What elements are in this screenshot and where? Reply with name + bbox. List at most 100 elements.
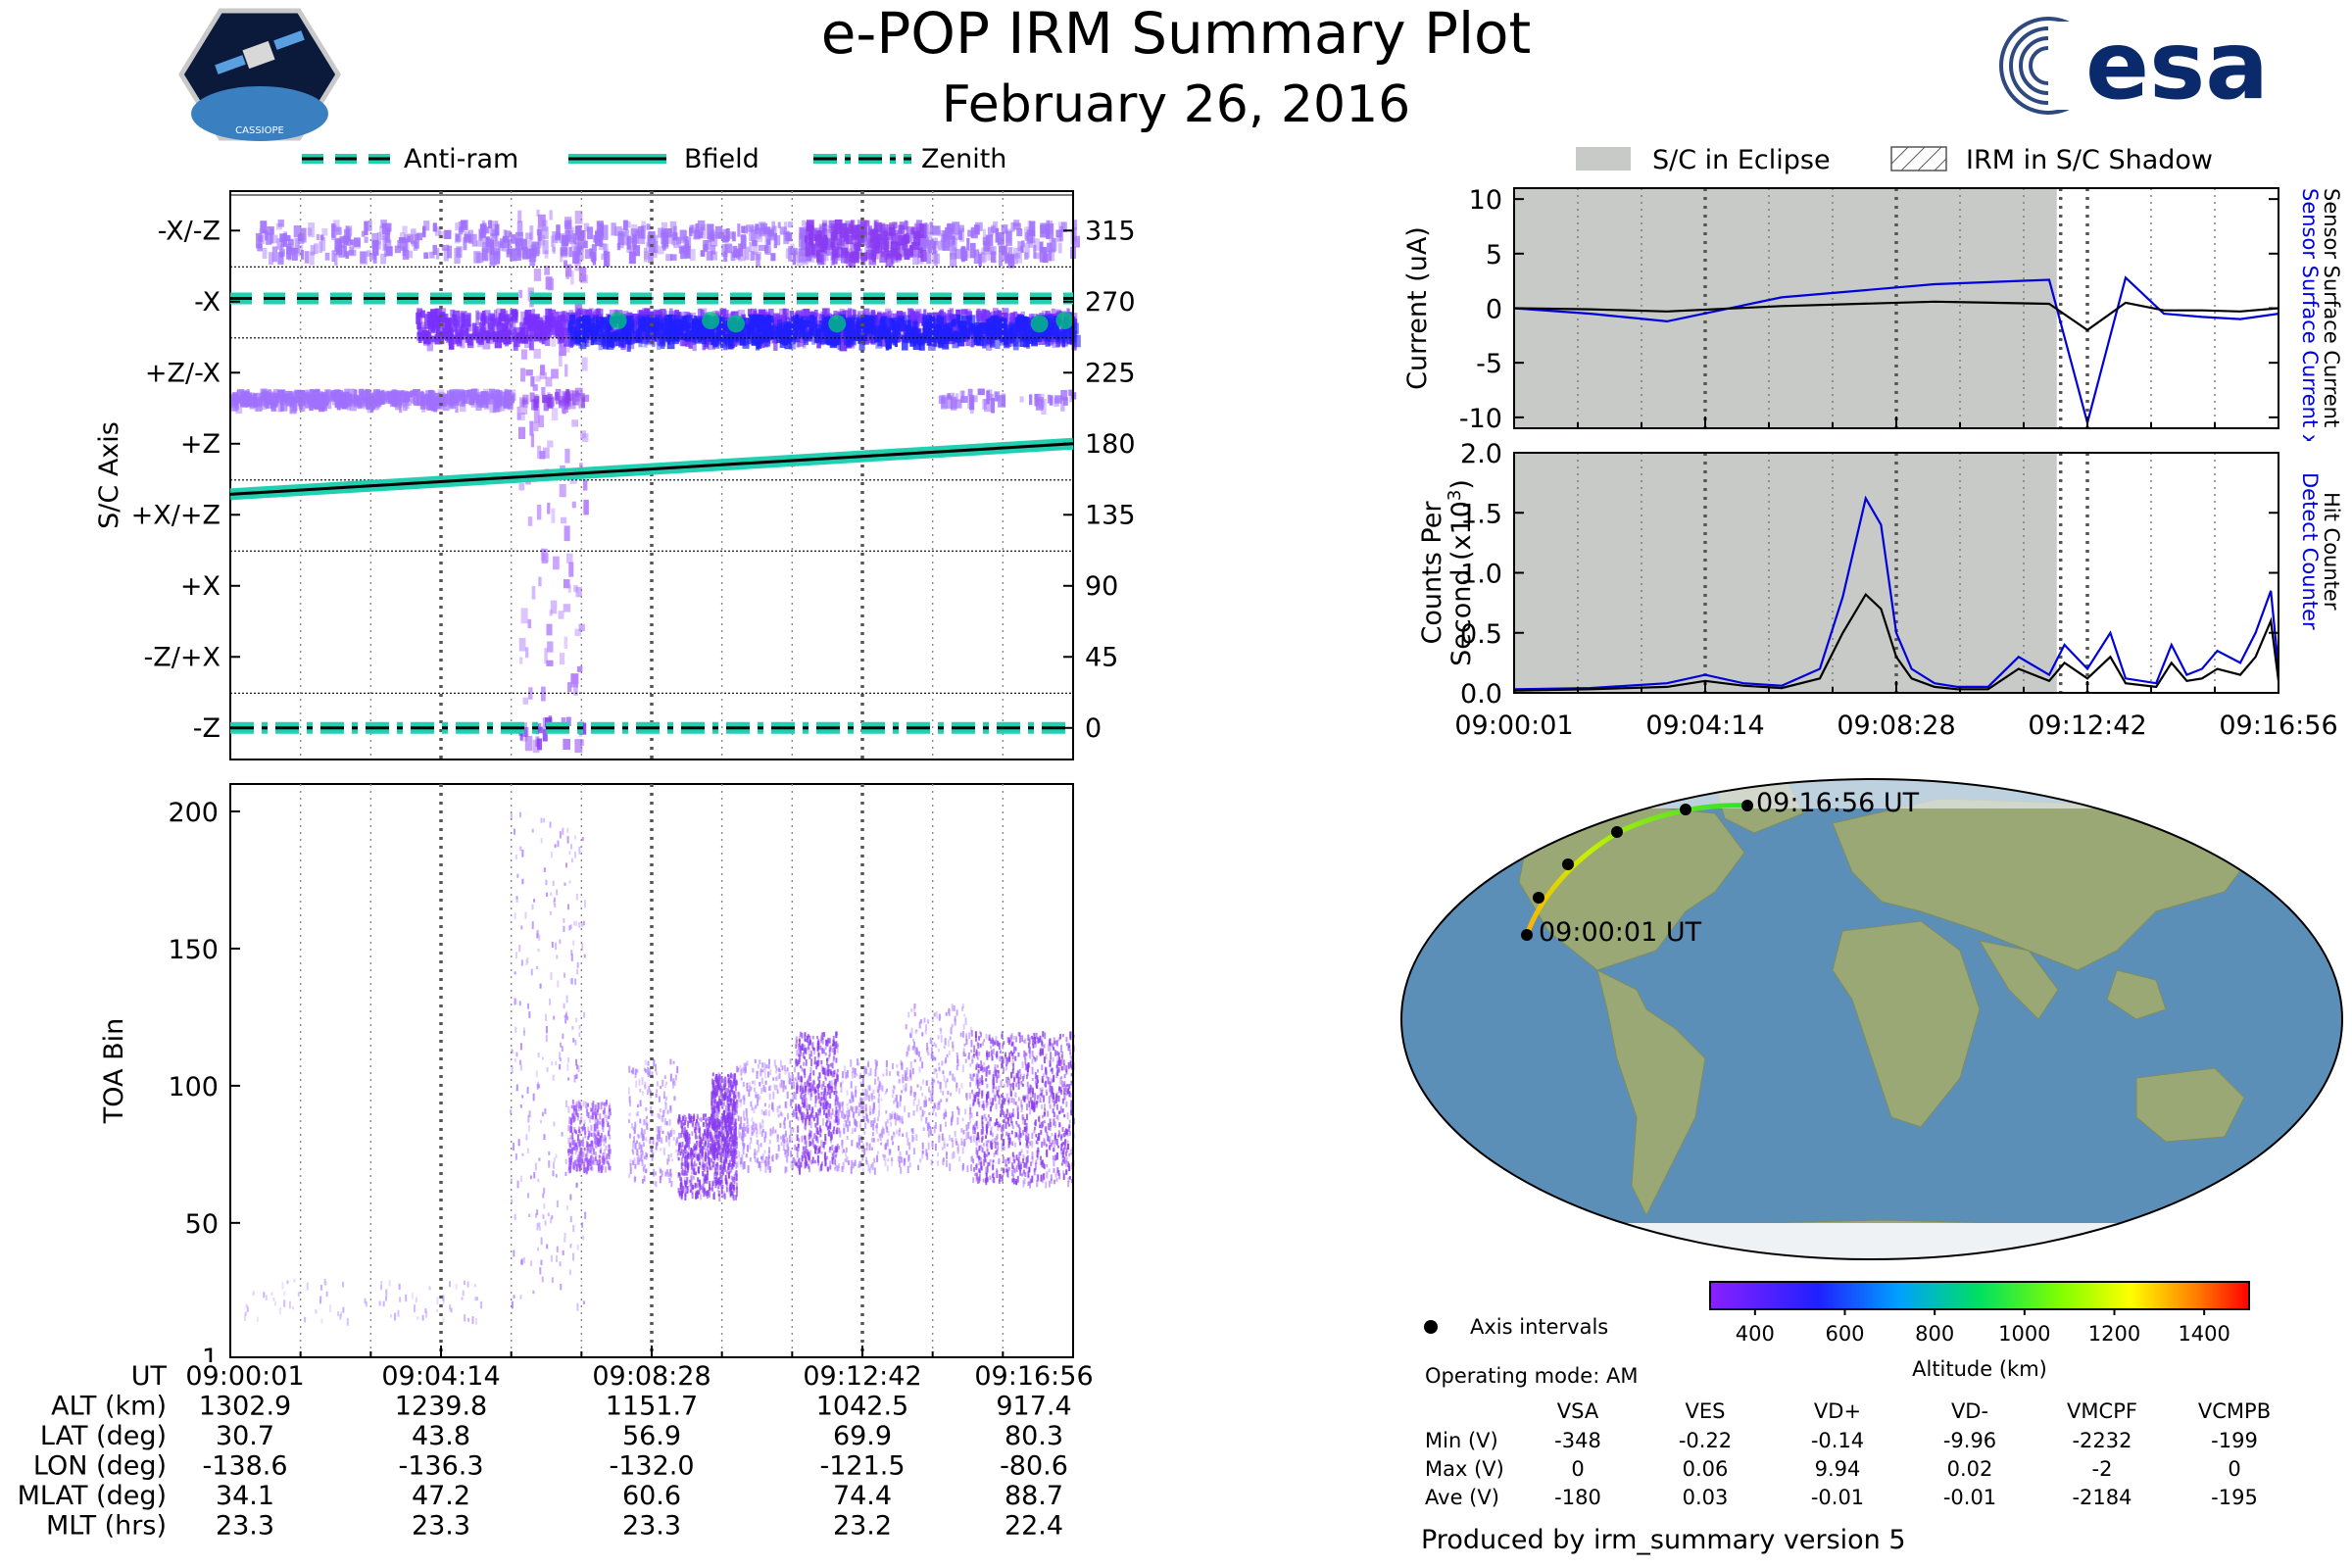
antarctic-ice xyxy=(1401,1223,2342,1259)
legend-zenith: Zenith xyxy=(921,144,1006,174)
voltage-cell: 0 xyxy=(1571,1457,1584,1481)
angle-tick-label: 45 xyxy=(1085,642,1118,672)
legend-dot-label: Axis intervals xyxy=(1470,1315,1608,1339)
sc-axis-tick-label: +X/+Z xyxy=(131,500,220,530)
voltage-header: VMCPF xyxy=(2067,1399,2137,1423)
counts-right-label-black: Hit Counter xyxy=(2320,492,2343,611)
series-detect-counter xyxy=(1513,495,2280,691)
cassiope-logo-text: CASSIOPE xyxy=(235,125,284,136)
track-end-label: 09:16:56 UT xyxy=(1756,788,1920,818)
legend-eclipse: S/C in Eclipse xyxy=(1652,145,1831,175)
voltage-cell: -199 xyxy=(2211,1429,2258,1452)
ephemeris-cell: 917.4 xyxy=(996,1392,1071,1422)
altitude-tick-label: 800 xyxy=(1915,1322,1954,1346)
series-hit-counter xyxy=(1513,592,2280,692)
ephemeris-row-label: ALT (km) xyxy=(51,1392,167,1422)
legend-dot xyxy=(1424,1320,1438,1334)
ephemeris-row-label: UT xyxy=(131,1361,168,1392)
sc-axis-tick-label: +X xyxy=(180,571,220,602)
y-tick-label: 1.0 xyxy=(1460,560,1502,590)
voltage-cell: 0 xyxy=(2228,1457,2240,1481)
ephemeris-cell: 09:00:01 xyxy=(185,1361,304,1392)
page-subtitle: February 26, 2016 xyxy=(941,75,1411,134)
landmass xyxy=(1596,969,1706,1217)
counts-x-tick-label: 09:04:14 xyxy=(1645,710,1764,741)
toa-ylabel: TOA Bin xyxy=(99,1018,129,1124)
ephemeris-cell: 34.1 xyxy=(216,1481,274,1511)
sc-axis-tick-label: -Z/+X xyxy=(144,642,220,672)
voltage-table: VSA VES VD+ VD- VMCPF VCMPB Min (V) -348 -0.22 -0… xyxy=(1421,1399,2271,1555)
ephemeris-cell: 23.3 xyxy=(412,1511,470,1542)
ephemeris-cell: 88.7 xyxy=(1004,1481,1063,1511)
ephemeris-cell: 1042.5 xyxy=(816,1392,908,1422)
y-tick-label: 10 xyxy=(1469,185,1502,216)
legend-irm-shadow: IRM in S/C Shadow xyxy=(1966,145,2213,175)
ephemeris-cell: 1151.7 xyxy=(606,1392,698,1422)
voltage-cell: 0.06 xyxy=(1683,1457,1729,1481)
legend-anti-ram: Anti-ram xyxy=(404,144,518,174)
voltage-cell: -195 xyxy=(2211,1486,2258,1509)
altitude-colorbar: 400 600 800 1000 1200 1400 Altitude (km) Axis i… xyxy=(1424,1281,2250,1388)
eclipse-region xyxy=(1514,188,2057,428)
voltage-cell: -0.14 xyxy=(1811,1429,1864,1452)
voltage-cell: -0.01 xyxy=(1943,1486,1996,1509)
operating-mode: Operating mode: AM xyxy=(1425,1364,1638,1388)
counts-ylabel-end: ) xyxy=(1446,479,1477,490)
produced-by: Produced by irm_summary version 5 xyxy=(1421,1525,1906,1555)
ephemeris-cell: 23.3 xyxy=(622,1511,681,1542)
axis-interval-dot xyxy=(1533,892,1544,904)
counts-x-tick-label: 09:00:01 xyxy=(1454,710,1573,741)
voltage-row-label: Min (V) xyxy=(1425,1429,1498,1452)
y-tick-label: 1.5 xyxy=(1460,499,1502,529)
ephemeris-cell: -136.3 xyxy=(398,1451,483,1482)
voltage-cell: 0.02 xyxy=(1947,1457,1993,1481)
ephemeris-cell: 1239.8 xyxy=(395,1392,487,1422)
esa-logo-text: esa xyxy=(2085,12,2269,120)
altitude-tick-label: 1200 xyxy=(2088,1322,2140,1346)
map-border xyxy=(1400,778,2343,1260)
angle-tick-label: 90 xyxy=(1085,571,1118,602)
ephemeris-cell: -138.6 xyxy=(202,1451,287,1482)
ephemeris-row-label: LON (deg) xyxy=(33,1451,167,1482)
voltage-header: VCMPB xyxy=(2198,1399,2271,1423)
y-tick-label: 0 xyxy=(1486,295,1502,325)
toa-tick-label: 150 xyxy=(168,935,219,965)
toa-tick-label: 1 xyxy=(202,1344,219,1362)
axis-interval-dot xyxy=(1521,929,1533,941)
voltage-header: VSA xyxy=(1557,1399,1599,1423)
page-title: e-POP IRM Summary Plot xyxy=(820,0,1532,67)
altitude-label: Altitude (km) xyxy=(1912,1357,2047,1381)
voltage-row-label: Max (V) xyxy=(1425,1457,1504,1481)
ephemeris-cell: 1302.9 xyxy=(199,1392,291,1422)
ephemeris-cell: 09:08:28 xyxy=(592,1361,710,1392)
pixel-count-blotches xyxy=(230,209,1081,754)
counts-panel: 2.0 1.5 1.0 0.5 0.009:00:01 09:04:14 09:08:28 0… xyxy=(1417,441,2343,741)
line-bfield xyxy=(229,442,1074,496)
counts-ylabel-sup: 3 xyxy=(1445,490,1465,501)
ephemeris-cell: 22.4 xyxy=(1004,1511,1063,1542)
ephemeris-cell: 56.9 xyxy=(622,1421,681,1451)
axis-interval-dot xyxy=(1562,858,1574,870)
ephemeris-cell: -121.5 xyxy=(819,1451,905,1482)
eclipse-region xyxy=(1514,453,2057,693)
ephemeris-cell: 47.2 xyxy=(412,1481,470,1511)
voltage-cell: 9.94 xyxy=(1815,1457,1861,1481)
series-sensor-surface-current xyxy=(1513,300,2279,332)
voltage-row-label: Ave (V) xyxy=(1425,1486,1499,1509)
angle-tick-label: 180 xyxy=(1085,429,1136,460)
axis-interval-dot xyxy=(1680,804,1691,815)
angle-tick-label: 135 xyxy=(1085,500,1136,530)
counts-ylabel-line1: Counts Per xyxy=(1417,501,1447,645)
tof-count-speckles xyxy=(244,811,1075,1326)
altitude-tick-label: 1000 xyxy=(1998,1322,2050,1346)
ephemeris-cell: 23.2 xyxy=(833,1511,892,1542)
landmass xyxy=(1978,940,2059,1020)
sc-axis-tick-label: -Z xyxy=(193,713,220,744)
ephemeris-cell: 23.3 xyxy=(216,1511,274,1542)
ephemeris-cell: 60.6 xyxy=(622,1481,681,1511)
angle-tick-label: 315 xyxy=(1085,216,1136,246)
sc-axis-panel: -X/-Z -X +Z/-X +Z +X/+Z +X -Z/+X -Z 315 270 225 180… xyxy=(94,190,1136,760)
landmass xyxy=(2106,969,2167,1020)
top-left-legend: Anti-ram Bfield Zenith xyxy=(302,144,1006,174)
